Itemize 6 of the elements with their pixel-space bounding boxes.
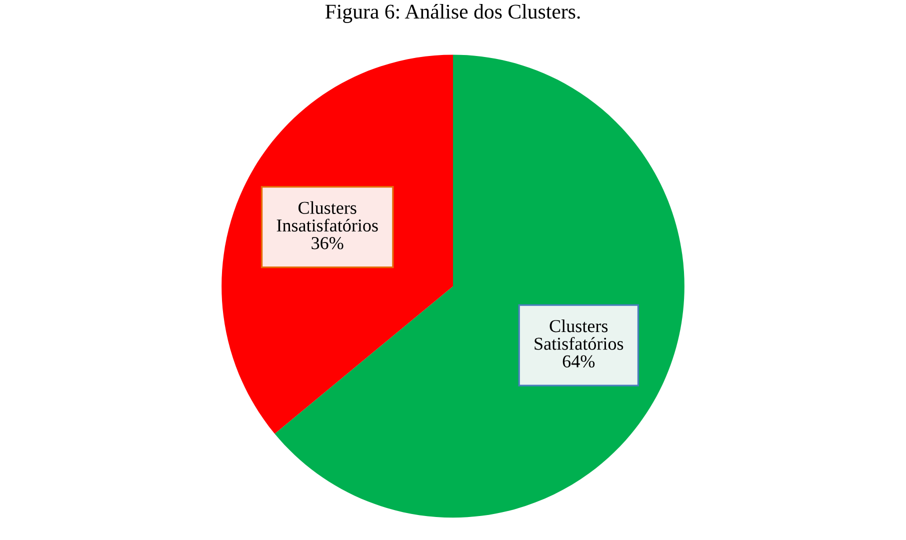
data-label: 36% [312,237,344,250]
slice-label: Clusters Insatisfatórios [276,201,378,232]
data-label: 64% [562,355,595,368]
pie-slice [274,54,684,518]
chart-title: Figura 6: Análise dos Clusters. [325,4,580,23]
slice-label: Clusters Satisfatórios [534,320,624,350]
